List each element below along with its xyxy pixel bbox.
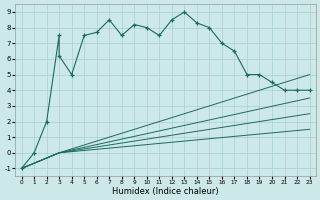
X-axis label: Humidex (Indice chaleur): Humidex (Indice chaleur) bbox=[112, 187, 219, 196]
